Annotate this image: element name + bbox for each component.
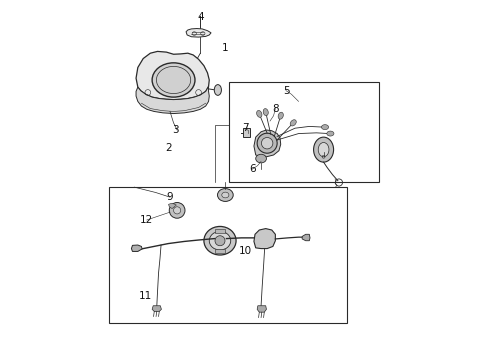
Ellipse shape — [215, 236, 225, 246]
Polygon shape — [136, 86, 209, 113]
Text: 6: 6 — [249, 164, 255, 174]
Ellipse shape — [204, 226, 236, 255]
Polygon shape — [169, 203, 176, 208]
Text: 4: 4 — [197, 13, 204, 22]
Text: 3: 3 — [172, 125, 179, 135]
Ellipse shape — [209, 231, 231, 250]
Text: 2: 2 — [165, 143, 172, 153]
Ellipse shape — [263, 109, 269, 116]
Polygon shape — [131, 245, 142, 251]
Polygon shape — [152, 306, 161, 311]
Ellipse shape — [169, 203, 185, 218]
Ellipse shape — [290, 120, 296, 126]
Ellipse shape — [152, 63, 195, 97]
Ellipse shape — [257, 111, 262, 117]
Ellipse shape — [314, 137, 334, 162]
Polygon shape — [254, 229, 275, 249]
Text: 8: 8 — [272, 104, 279, 113]
Polygon shape — [254, 130, 281, 157]
Ellipse shape — [278, 112, 283, 119]
Bar — [229, 82, 379, 182]
Text: 12: 12 — [140, 215, 153, 225]
Polygon shape — [257, 306, 267, 312]
Bar — [109, 187, 347, 323]
Text: 11: 11 — [138, 291, 151, 301]
Text: 1: 1 — [222, 43, 229, 53]
Ellipse shape — [262, 138, 273, 149]
Text: 9: 9 — [167, 192, 173, 202]
Ellipse shape — [173, 207, 181, 214]
Ellipse shape — [218, 189, 233, 202]
Bar — [215, 229, 225, 233]
Ellipse shape — [214, 85, 221, 95]
Polygon shape — [302, 234, 310, 241]
Ellipse shape — [318, 143, 329, 157]
Bar — [243, 128, 249, 137]
Text: 5: 5 — [283, 86, 290, 96]
Ellipse shape — [327, 131, 334, 136]
Text: 7: 7 — [242, 123, 248, 133]
Ellipse shape — [257, 133, 277, 153]
Bar — [215, 249, 225, 253]
Ellipse shape — [256, 154, 267, 163]
Polygon shape — [136, 51, 209, 100]
Ellipse shape — [222, 192, 229, 198]
Text: 10: 10 — [239, 247, 251, 256]
Polygon shape — [186, 28, 211, 37]
Ellipse shape — [321, 125, 329, 130]
